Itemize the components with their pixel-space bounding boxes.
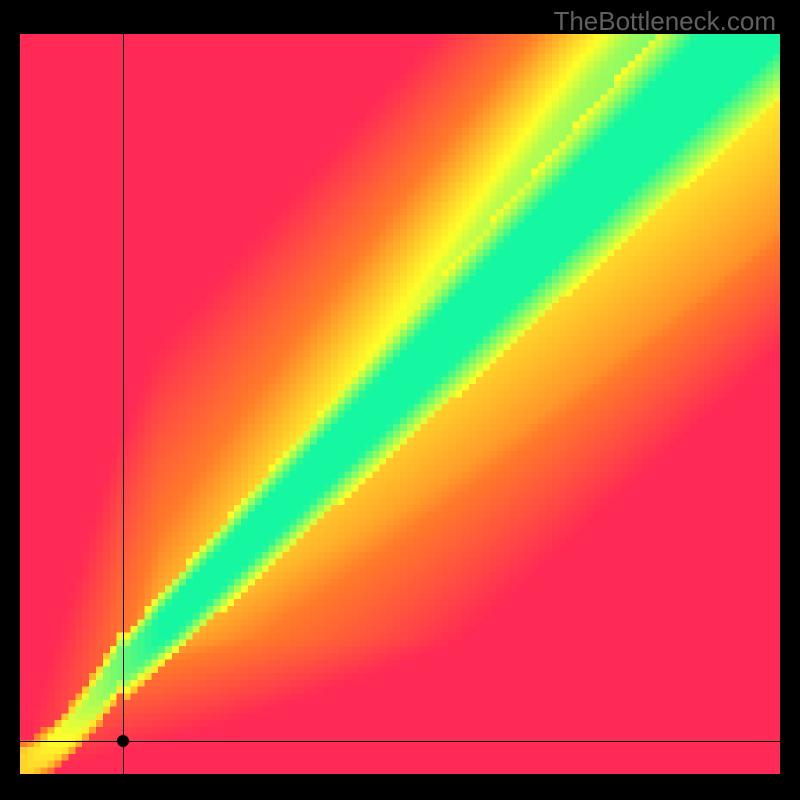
watermark-text: TheBottleneck.com [553, 6, 776, 37]
crosshair-vertical [123, 34, 124, 774]
bottleneck-marker [117, 735, 129, 747]
chart-viewport: { "watermark": "TheBottleneck.com", "cha… [0, 0, 800, 800]
crosshair-horizontal [20, 741, 780, 742]
plot-area [20, 34, 780, 774]
heatmap-canvas [20, 34, 780, 774]
